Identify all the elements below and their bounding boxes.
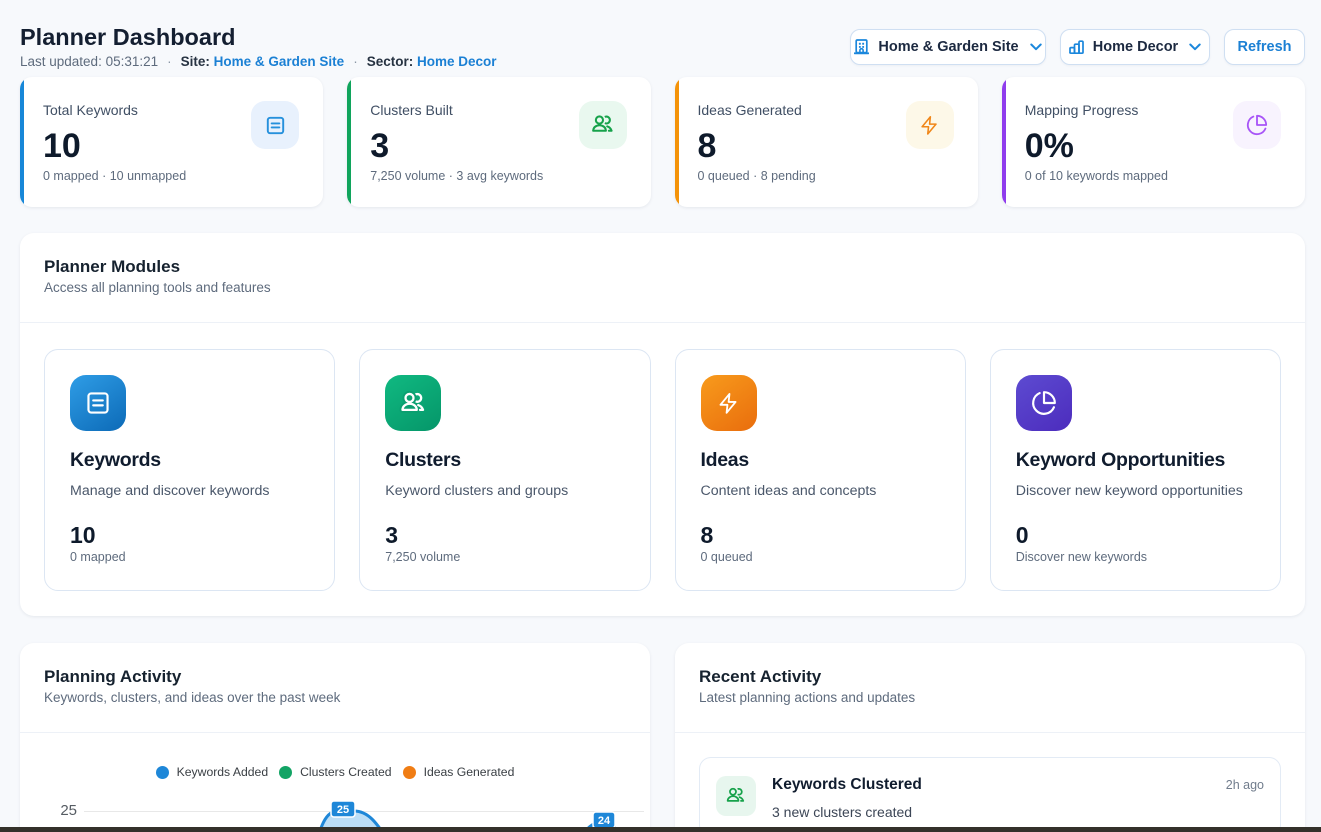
- svg-text:24: 24: [598, 815, 611, 827]
- svg-text:25: 25: [337, 804, 349, 816]
